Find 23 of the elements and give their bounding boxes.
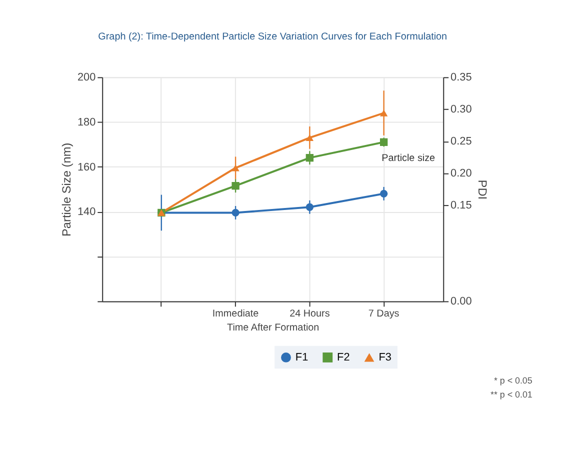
y2-tick-label: 0.20 <box>450 168 472 180</box>
y2-tick-label: 0.15 <box>450 200 472 212</box>
text: ** p < 0.01 <box>490 389 532 400</box>
legend-label: F2 <box>337 351 350 364</box>
y2-tick-label: 0.30 <box>450 104 472 116</box>
y-tick-label: 140 <box>77 206 96 218</box>
x-tick-label: 7 Days <box>368 308 400 320</box>
annotation: Particle size <box>382 152 436 164</box>
chart-title: Graph (2): Time-Dependent Particle Size Variation Curves for Each Formulation <box>98 31 448 42</box>
y-tick-label: 160 <box>77 161 96 174</box>
y2-tick-label: 0.00 <box>450 296 472 308</box>
x-tick-label: 24 Hours <box>290 308 330 320</box>
y2-axis-title: PDI <box>476 180 490 200</box>
x-tick-label: Immediate <box>212 308 260 320</box>
y-axis-title: Particle Size (nm) <box>60 142 74 237</box>
y2-tick-label: 0.25 <box>450 136 472 148</box>
legend-label: F3 <box>378 351 392 364</box>
text: * p < 0.05 <box>494 375 532 386</box>
x-axis-title: Time After Formation <box>227 322 320 334</box>
y2-tick-label: 0.35 <box>450 72 472 84</box>
y-tick-label: 180 <box>77 116 96 128</box>
legend-label: F1 <box>295 351 308 364</box>
y-tick-label: 200 <box>77 72 96 84</box>
